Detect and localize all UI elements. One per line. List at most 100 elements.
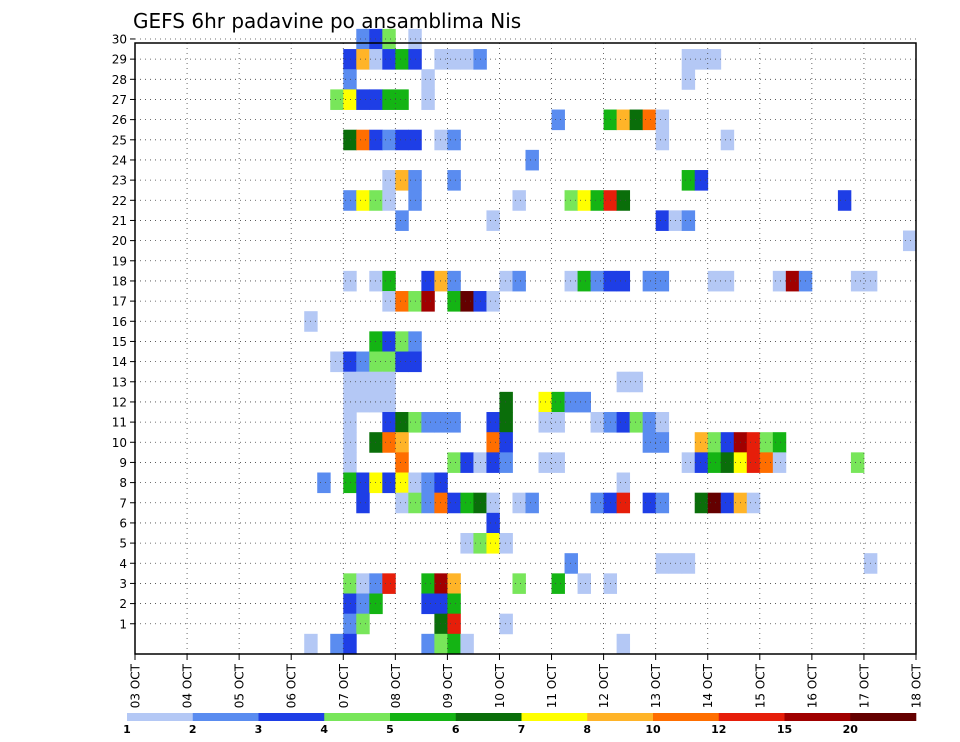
heatmap-cell	[434, 472, 448, 494]
heatmap-cell	[564, 391, 578, 413]
heatmap-cell	[460, 533, 474, 554]
heatmap-cell	[356, 492, 370, 514]
legend-swatch	[192, 713, 259, 721]
y-axis: 1234567891011121314151617181920212223242…	[112, 32, 135, 631]
legend-label: 20	[843, 723, 859, 736]
heatmap-cell	[655, 492, 670, 514]
y-tick-label: 7	[119, 496, 127, 510]
heatmap-cell	[382, 371, 396, 393]
legend-swatch	[521, 713, 588, 721]
heatmap-cell	[356, 613, 370, 635]
y-tick-label: 4	[119, 557, 127, 571]
legend-label: 1	[123, 723, 131, 736]
x-tick-label: 09 OCT	[441, 663, 455, 708]
y-tick-label: 15	[112, 335, 127, 349]
heatmap-cell	[356, 89, 370, 110]
heatmap-cell	[616, 472, 631, 494]
heatmap-cell	[343, 129, 357, 151]
heatmap-cell	[655, 109, 670, 131]
y-tick-label: 25	[112, 133, 127, 147]
heatmap-cell	[499, 412, 513, 433]
legend-label: 8	[583, 723, 591, 736]
heatmap-cell	[681, 170, 696, 191]
heatmap-cell	[642, 412, 657, 433]
heatmap-cell	[356, 28, 370, 50]
heatmap-cell	[343, 412, 357, 433]
x-tick-label: 07 OCT	[337, 663, 351, 708]
heatmap-cell	[590, 412, 604, 433]
heatmap-cell	[369, 391, 383, 413]
heatmap-cell	[694, 452, 709, 473]
heatmap-cell	[382, 432, 396, 453]
plot-frame	[134, 42, 917, 655]
heatmap-cell	[759, 452, 774, 473]
legend-label: 4	[320, 723, 328, 736]
x-tick-label: 08 OCT	[389, 663, 403, 708]
heatmap-cell	[642, 432, 657, 453]
x-tick-label: 14 OCT	[701, 663, 715, 708]
heatmap-cell	[382, 291, 396, 312]
heatmap-cell	[512, 270, 526, 292]
heatmap-cell	[369, 270, 383, 292]
y-tick-label: 5	[119, 537, 127, 551]
heatmap-cell	[460, 452, 474, 473]
heatmap-cell	[655, 129, 670, 151]
y-tick-label: 20	[112, 234, 127, 248]
heatmap-cell	[655, 412, 670, 433]
heatmap-cell	[421, 633, 435, 655]
heatmap-cell	[512, 573, 526, 594]
x-tick-label: 05 OCT	[233, 663, 247, 708]
heatmap-cell	[486, 512, 500, 534]
heatmap-cell	[577, 190, 591, 211]
heatmap-cell	[590, 270, 604, 292]
heatmap-cell	[707, 432, 722, 453]
heatmap-cell	[616, 492, 631, 514]
y-tick-label: 17	[112, 295, 127, 309]
heatmap-cell	[447, 573, 461, 594]
x-tick-label: 03 OCT	[129, 663, 143, 708]
heatmap-cell	[395, 291, 409, 312]
heatmap-cell	[421, 472, 435, 494]
x-tick-label: 06 OCT	[285, 663, 299, 708]
heatmap-cell	[356, 129, 370, 151]
heatmap-cell	[525, 492, 539, 514]
x-tick-label: 10 OCT	[493, 663, 507, 708]
heatmap-cell	[382, 412, 396, 433]
heatmap-cell	[460, 291, 474, 312]
heatmap-cell	[447, 593, 461, 615]
heatmap-cell	[694, 170, 709, 191]
heatmap-cell	[395, 472, 409, 494]
y-tick-label: 29	[112, 53, 127, 67]
legend-swatch	[324, 713, 391, 721]
heatmap-cell	[382, 472, 396, 494]
heatmap-cell	[837, 190, 852, 211]
y-tick-label: 14	[112, 355, 127, 369]
heatmap-cell	[551, 573, 565, 594]
heatmap-cell	[720, 432, 735, 453]
heatmap-cell	[343, 270, 357, 292]
heatmap-cell	[343, 89, 357, 110]
heatmap-cell	[395, 210, 409, 231]
heatmap-cell	[772, 432, 787, 453]
legend-swatch	[718, 713, 785, 721]
heatmap-cell	[369, 432, 383, 453]
heatmap-cell	[499, 270, 513, 292]
heatmap-cell	[746, 432, 761, 453]
heatmap-cell	[395, 129, 409, 151]
heatmap-cell	[577, 573, 591, 594]
heatmap-cell	[356, 49, 370, 70]
heatmap-cell	[577, 270, 591, 292]
heatmap-cell	[343, 69, 357, 90]
y-tick-label: 28	[112, 73, 127, 87]
heatmap-cell	[486, 432, 500, 453]
heatmap-cell	[707, 270, 722, 292]
legend-label: 15	[777, 723, 792, 736]
legend-swatch	[455, 713, 522, 721]
legend-swatch	[587, 713, 654, 721]
heatmap-cell	[434, 270, 448, 292]
heatmap-cell	[330, 351, 344, 373]
heatmap-cell	[616, 371, 631, 393]
y-tick-label: 22	[112, 194, 127, 208]
y-tick-label: 16	[112, 315, 127, 329]
x-tick-label: 16 OCT	[805, 663, 819, 708]
